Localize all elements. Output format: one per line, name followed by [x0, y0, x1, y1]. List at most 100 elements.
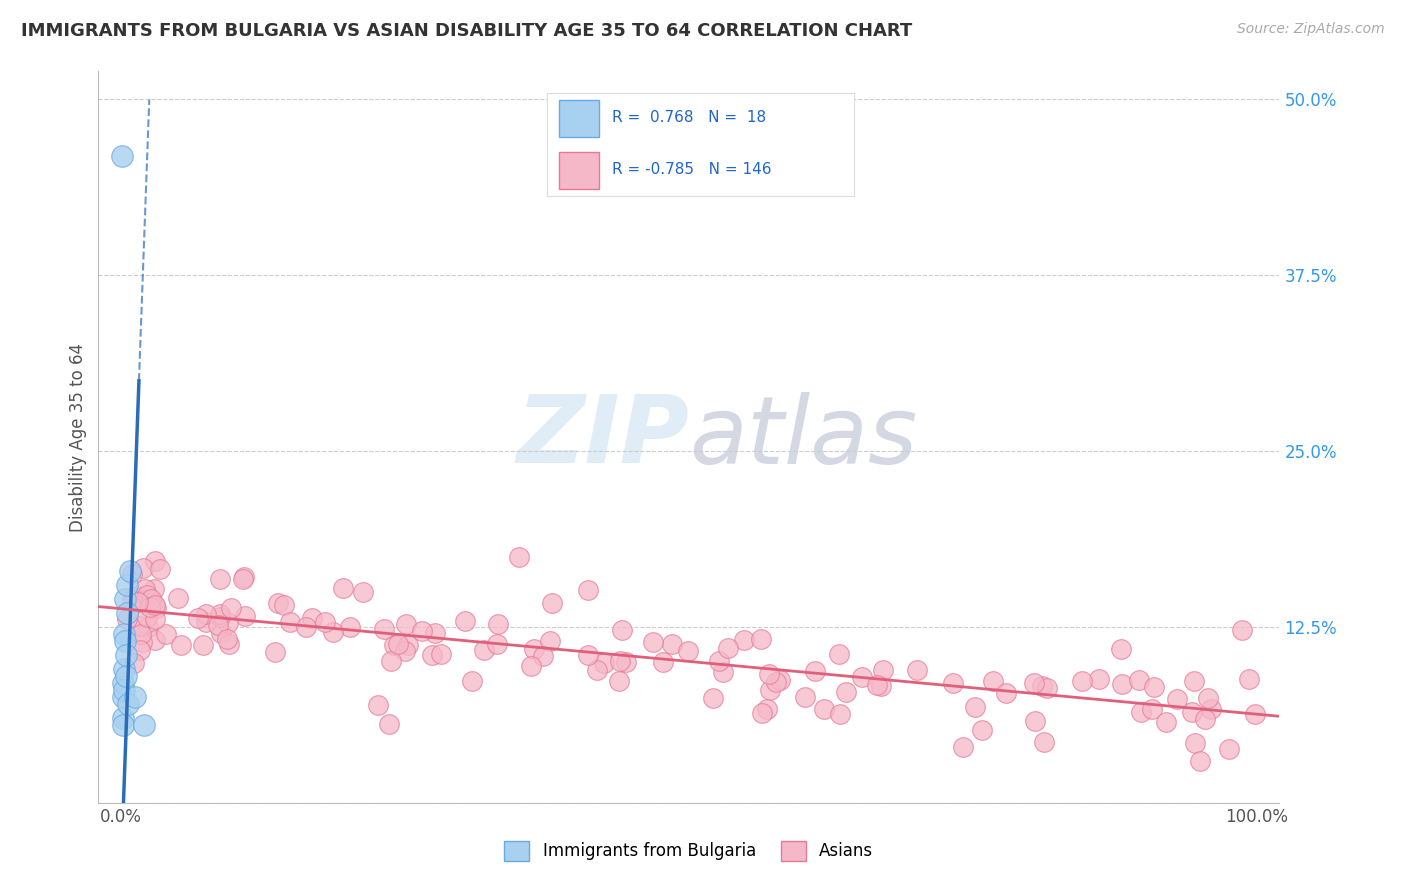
Point: [111, 711, 134, 725]
Point: [661, 636, 683, 650]
Point: [641, 634, 664, 648]
Point: [1129, 706, 1152, 720]
Point: [124, 690, 146, 705]
Point: [420, 648, 443, 662]
Point: [263, 645, 285, 659]
Point: [538, 633, 561, 648]
Point: [217, 615, 239, 630]
Point: [111, 690, 134, 705]
Point: [267, 597, 290, 611]
Point: [143, 598, 166, 612]
Point: [1143, 680, 1166, 694]
Point: [167, 591, 190, 606]
Point: [114, 634, 136, 648]
Point: [394, 643, 416, 657]
Point: [1244, 707, 1267, 722]
Point: [134, 582, 156, 597]
Point: [127, 595, 149, 609]
Point: [378, 717, 401, 731]
Point: [215, 632, 238, 647]
Point: [942, 675, 965, 690]
Point: [813, 702, 835, 716]
Point: [1166, 691, 1188, 706]
Point: [411, 624, 433, 638]
Text: IMMIGRANTS FROM BULGARIA VS ASIAN DISABILITY AGE 35 TO 64 CORRELATION CHART: IMMIGRANTS FROM BULGARIA VS ASIAN DISABI…: [21, 22, 912, 40]
Point: [593, 656, 616, 670]
Point: [1201, 702, 1223, 716]
Point: [576, 648, 599, 662]
Point: [758, 683, 780, 698]
Point: [208, 610, 231, 624]
Point: [1109, 642, 1132, 657]
Point: [607, 673, 630, 688]
Point: [352, 585, 374, 599]
Point: [209, 572, 232, 586]
Point: [1156, 715, 1178, 730]
Point: [610, 623, 633, 637]
Point: [132, 561, 155, 575]
Point: [835, 684, 858, 698]
Point: [135, 610, 157, 624]
Point: [768, 673, 790, 687]
Point: [193, 638, 215, 652]
Point: [387, 637, 409, 651]
Point: [520, 658, 543, 673]
Point: [1024, 676, 1046, 690]
Point: [711, 665, 734, 679]
Point: [143, 554, 166, 568]
Point: [233, 570, 256, 584]
Point: [1218, 742, 1240, 756]
Point: [541, 596, 564, 610]
Point: [676, 644, 699, 658]
Point: [187, 611, 209, 625]
Point: [122, 656, 145, 670]
Point: [111, 149, 134, 163]
Point: [755, 701, 778, 715]
Point: [155, 627, 177, 641]
Point: [866, 677, 889, 691]
Point: [758, 667, 780, 681]
Point: [1033, 735, 1056, 749]
Point: [141, 591, 163, 606]
Point: [707, 654, 730, 668]
Point: [294, 620, 316, 634]
Point: [207, 618, 229, 632]
Point: [1071, 674, 1094, 689]
Point: [803, 664, 825, 678]
Point: [576, 583, 599, 598]
Point: [131, 634, 153, 648]
Point: [905, 663, 928, 677]
Point: [981, 674, 1004, 689]
Point: [121, 593, 143, 607]
Point: [765, 674, 787, 689]
Point: [508, 549, 530, 564]
Point: [1140, 702, 1163, 716]
Point: [322, 624, 344, 639]
Point: [749, 632, 772, 646]
Point: [794, 690, 817, 704]
Point: [952, 740, 974, 755]
Point: [486, 617, 509, 632]
Point: [115, 648, 138, 662]
Point: [1230, 623, 1253, 637]
Point: [423, 625, 446, 640]
Point: [531, 648, 554, 663]
Point: [828, 647, 851, 661]
Point: [273, 598, 295, 612]
Point: [1188, 754, 1211, 768]
Point: [367, 698, 389, 712]
Point: [194, 615, 217, 629]
Point: [702, 691, 724, 706]
Point: [830, 707, 852, 722]
Point: [125, 589, 148, 603]
Point: [972, 723, 994, 737]
Point: [472, 643, 495, 657]
Point: [135, 589, 157, 603]
Point: [301, 611, 323, 625]
Point: [120, 564, 142, 578]
Point: [136, 620, 159, 634]
Point: [145, 601, 167, 615]
Point: [870, 679, 893, 693]
Point: [142, 582, 165, 596]
Point: [143, 611, 166, 625]
